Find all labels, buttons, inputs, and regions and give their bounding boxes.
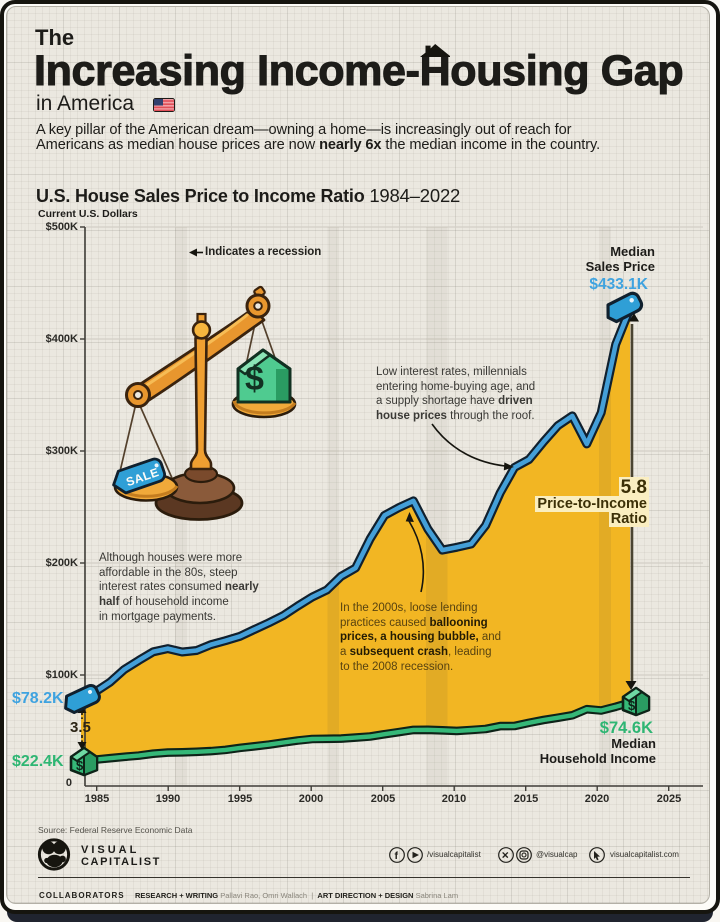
svg-text:$: $ [76, 758, 84, 773]
svg-text:$: $ [245, 360, 264, 398]
svg-text:✕: ✕ [501, 851, 509, 862]
svg-text:$: $ [628, 698, 636, 713]
svg-text:f: f [395, 850, 399, 862]
